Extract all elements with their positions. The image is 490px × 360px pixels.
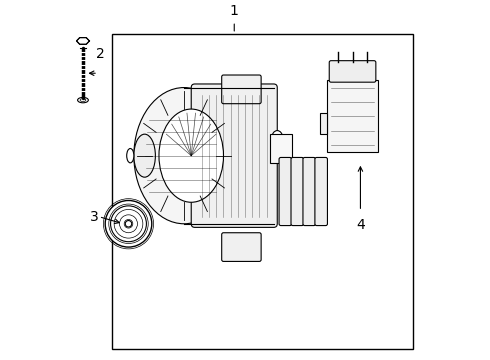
Bar bbox=[320, 113, 327, 134]
Text: 1: 1 bbox=[230, 4, 239, 18]
Ellipse shape bbox=[134, 87, 234, 224]
FancyBboxPatch shape bbox=[279, 157, 292, 226]
FancyBboxPatch shape bbox=[191, 84, 277, 228]
Bar bbox=[112, 34, 414, 349]
Bar bbox=[270, 134, 292, 163]
Ellipse shape bbox=[127, 149, 134, 163]
Ellipse shape bbox=[80, 99, 86, 102]
Ellipse shape bbox=[111, 206, 147, 242]
Bar bbox=[327, 80, 378, 152]
FancyBboxPatch shape bbox=[221, 75, 261, 104]
Ellipse shape bbox=[105, 201, 152, 247]
Ellipse shape bbox=[272, 131, 283, 145]
Text: 3: 3 bbox=[90, 210, 99, 224]
FancyBboxPatch shape bbox=[221, 233, 261, 261]
Ellipse shape bbox=[125, 221, 132, 227]
Text: 2: 2 bbox=[96, 46, 105, 60]
FancyBboxPatch shape bbox=[329, 61, 376, 82]
Ellipse shape bbox=[134, 134, 155, 177]
FancyBboxPatch shape bbox=[291, 157, 303, 226]
Ellipse shape bbox=[159, 109, 223, 202]
FancyBboxPatch shape bbox=[315, 157, 327, 226]
Ellipse shape bbox=[77, 98, 88, 103]
Polygon shape bbox=[76, 37, 89, 44]
Text: 4: 4 bbox=[356, 219, 365, 233]
FancyBboxPatch shape bbox=[303, 157, 316, 226]
